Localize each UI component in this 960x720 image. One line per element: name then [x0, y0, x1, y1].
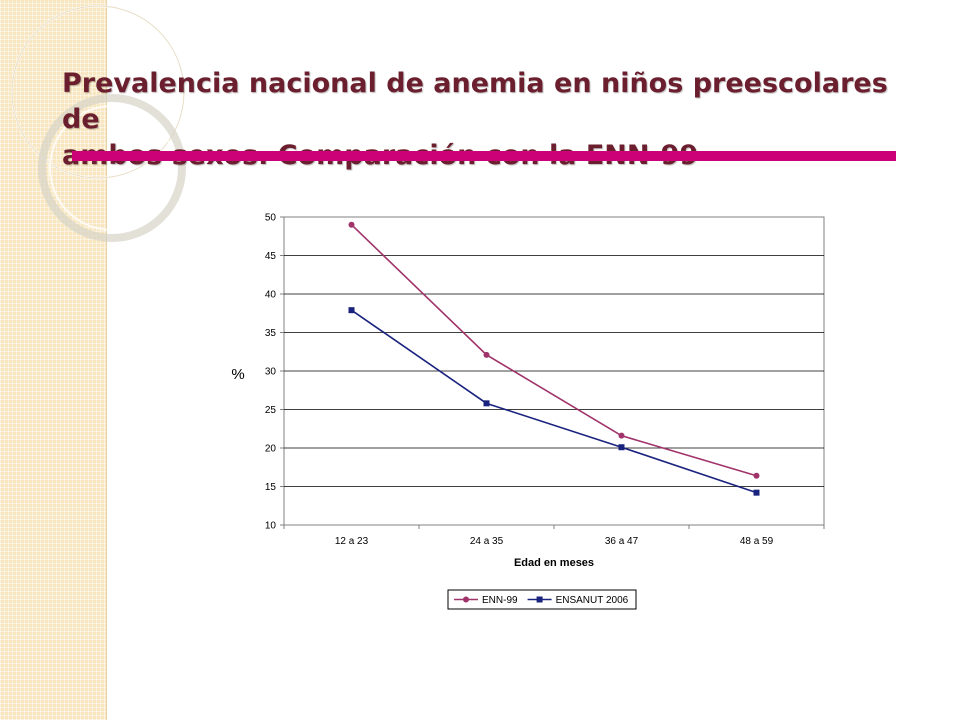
y-tick-label: 30 — [265, 367, 277, 378]
data-point-3 — [753, 489, 760, 496]
data-point-1 — [483, 351, 490, 358]
y-tick-label: 40 — [265, 290, 277, 301]
y-tick-label: 50 — [265, 213, 277, 224]
data-point-0 — [348, 221, 355, 228]
y-axis-title: % — [231, 366, 244, 383]
y-tick-label: 25 — [265, 405, 277, 416]
data-point-2 — [618, 444, 625, 451]
series-line-1 — [351, 309, 757, 494]
legend-label: ENSANUT 2006 — [556, 595, 629, 606]
data-point-3 — [753, 472, 760, 479]
line-chart: 10 15 20 25 30 35 40 45 50 12 a 23 24 a 35 36 a 47 4… — [231, 213, 825, 610]
x-tick-label: 12 a 23 — [335, 536, 369, 547]
y-tick-label: 35 — [265, 328, 277, 339]
series-line-0 — [350, 224, 757, 477]
data-point-legend-1 — [536, 596, 543, 603]
data-point-1 — [483, 400, 490, 407]
title-underline-bar — [72, 151, 896, 161]
y-tick-label: 20 — [265, 444, 277, 455]
x-tick-label: 36 a 47 — [605, 536, 639, 547]
x-axis-title: Edad en meses — [514, 557, 594, 569]
data-point-2 — [618, 432, 625, 439]
y-tick-label: 15 — [265, 482, 277, 493]
x-tick-label: 48 a 59 — [740, 536, 774, 547]
y-tick-label: 10 — [265, 521, 277, 532]
decorative-rings — [11, 5, 186, 242]
y-tick-label: 45 — [265, 251, 277, 262]
data-point-legend-0 — [463, 596, 469, 603]
data-point-0 — [348, 307, 355, 314]
slide-title-line-1: Prevalencia nacional de anemia en niños … — [62, 68, 888, 135]
legend-label: ENN-99 — [482, 595, 518, 606]
x-tick-label: 24 a 35 — [470, 536, 504, 547]
